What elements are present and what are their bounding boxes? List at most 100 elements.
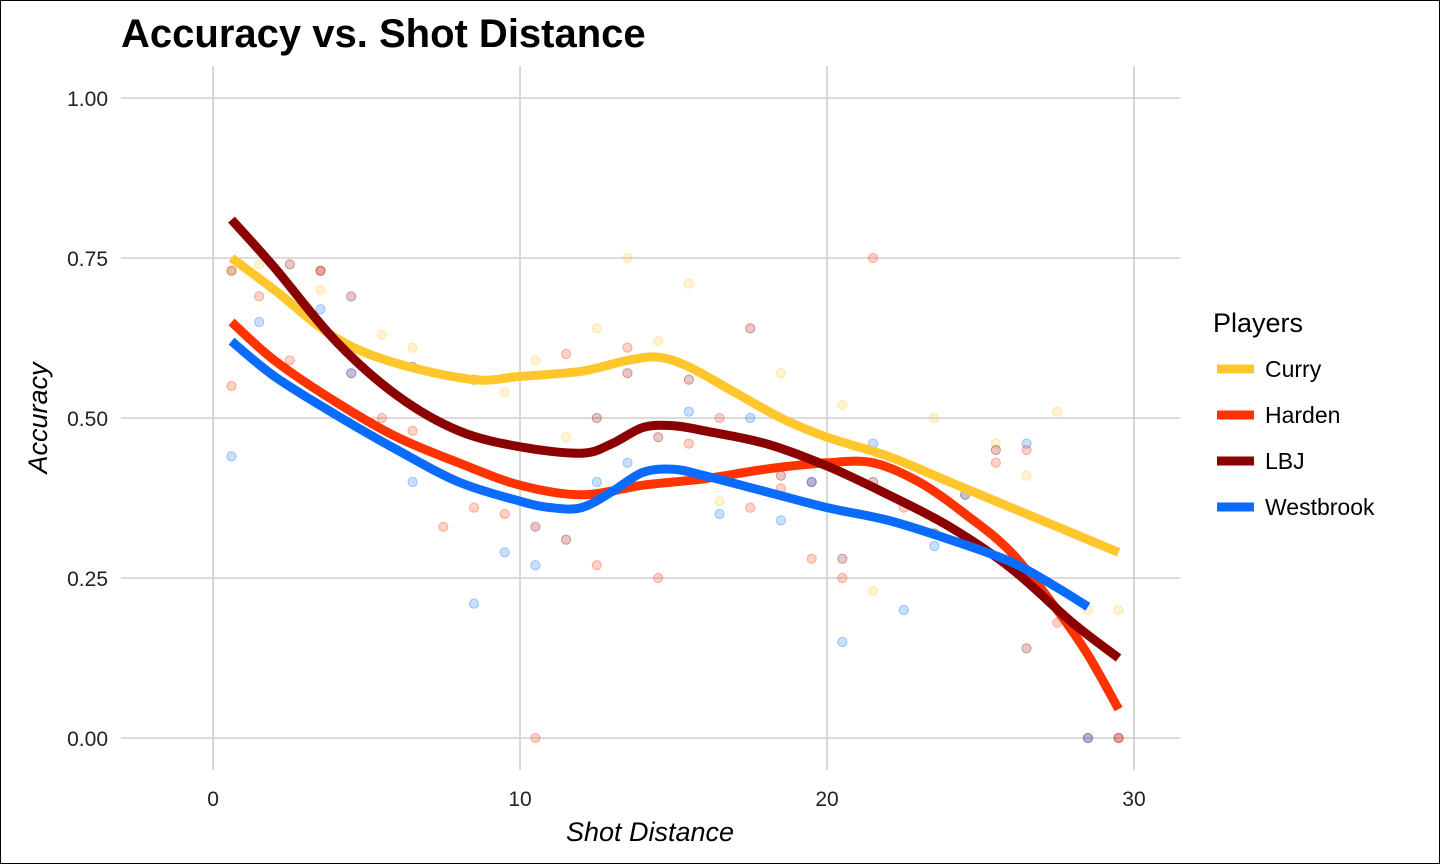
westbrook-point — [776, 516, 785, 525]
legend-label-westbrook: Westbrook — [1265, 494, 1375, 520]
harden-point — [991, 458, 1000, 467]
curry-point — [1053, 407, 1062, 416]
harden-point — [868, 253, 877, 262]
lbj-smooth-line — [232, 220, 1119, 658]
westbrook-point — [592, 477, 601, 486]
y-tick-label: 0.75 — [67, 248, 108, 271]
lbj-point — [838, 554, 847, 563]
lbj-point — [1114, 733, 1123, 742]
legend-label-harden: Harden — [1265, 402, 1340, 428]
lbj-point — [1022, 644, 1031, 653]
lbj-point — [654, 433, 663, 442]
westbrook-point — [684, 407, 693, 416]
harden-point — [500, 509, 509, 518]
westbrook-point — [1083, 733, 1092, 742]
curry-point — [592, 324, 601, 333]
lbj-point — [285, 260, 294, 269]
westbrook-point — [227, 452, 236, 461]
westbrook-point — [807, 477, 816, 486]
lbj-point — [592, 413, 601, 422]
curry-point — [316, 285, 325, 294]
legend: Players Curry Harden LBJ Westbrook — [1213, 308, 1375, 520]
y-axis-label: Accuracy — [23, 361, 53, 476]
curry-point — [684, 279, 693, 288]
grid — [121, 66, 1180, 770]
lbj-point — [684, 375, 693, 384]
westbrook-point — [316, 305, 325, 314]
lbj-point — [227, 266, 236, 275]
curry-point — [408, 343, 417, 352]
curry-point — [623, 253, 632, 262]
curry-point — [377, 330, 386, 339]
curry-point — [500, 388, 509, 397]
westbrook-point — [930, 541, 939, 550]
harden-point — [255, 292, 264, 301]
x-tick-label: 0 — [207, 788, 219, 811]
harden-point — [623, 343, 632, 352]
westbrook-point — [715, 509, 724, 518]
westbrook-point — [746, 413, 755, 422]
x-axis-label: Shot Distance — [566, 817, 734, 847]
curry-point — [561, 433, 570, 442]
harden-point — [377, 413, 386, 422]
harden-point — [715, 413, 724, 422]
lbj-point — [746, 324, 755, 333]
lbj-point — [991, 445, 1000, 454]
lbj-point — [316, 266, 325, 275]
lbj-point — [561, 535, 570, 544]
curry-point — [868, 586, 877, 595]
curry-point — [1114, 605, 1123, 614]
curry-point — [654, 337, 663, 346]
curry-point — [715, 497, 724, 506]
legend-label-lbj: LBJ — [1265, 448, 1305, 474]
harden-point — [469, 503, 478, 512]
harden-point — [838, 573, 847, 582]
lbj-point — [531, 522, 540, 531]
harden-smooth-line — [232, 322, 1119, 709]
y-tick-label: 1.00 — [67, 88, 108, 111]
westbrook-point — [899, 605, 908, 614]
westbrook-point — [347, 369, 356, 378]
curry-point — [255, 260, 264, 269]
westbrook-smooth-line — [232, 341, 1088, 607]
x-tick-label: 30 — [1122, 788, 1145, 811]
lbj-point — [347, 292, 356, 301]
y-tick-label: 0.00 — [67, 728, 108, 751]
harden-point — [561, 349, 570, 358]
harden-point — [684, 439, 693, 448]
harden-point — [227, 381, 236, 390]
curry-point — [838, 401, 847, 410]
curry-smooth-line — [232, 258, 1119, 552]
harden-point — [408, 426, 417, 435]
y-tick-label: 0.50 — [67, 408, 108, 431]
harden-point — [592, 561, 601, 570]
harden-point — [746, 503, 755, 512]
westbrook-point — [500, 548, 509, 557]
chart-title: Accuracy vs. Shot Distance — [121, 12, 646, 56]
westbrook-point — [255, 317, 264, 326]
curry-point — [531, 356, 540, 365]
westbrook-point — [623, 458, 632, 467]
curry-point — [776, 369, 785, 378]
harden-point — [654, 573, 663, 582]
westbrook-point — [838, 637, 847, 646]
legend-title: Players — [1213, 308, 1303, 338]
x-tick-label: 10 — [508, 788, 531, 811]
lbj-point — [776, 471, 785, 480]
harden-point — [285, 356, 294, 365]
curry-point — [930, 413, 939, 422]
x-tick-label: 20 — [815, 788, 838, 811]
harden-point — [531, 733, 540, 742]
lbj-point — [623, 369, 632, 378]
westbrook-point — [408, 477, 417, 486]
harden-point — [807, 554, 816, 563]
westbrook-point — [531, 561, 540, 570]
harden-point — [439, 522, 448, 531]
smooth-lines — [232, 220, 1119, 710]
westbrook-point — [1022, 439, 1031, 448]
westbrook-point — [469, 599, 478, 608]
curry-point — [1022, 471, 1031, 480]
y-tick-label: 0.25 — [67, 568, 108, 591]
legend-label-curry: Curry — [1265, 356, 1322, 382]
